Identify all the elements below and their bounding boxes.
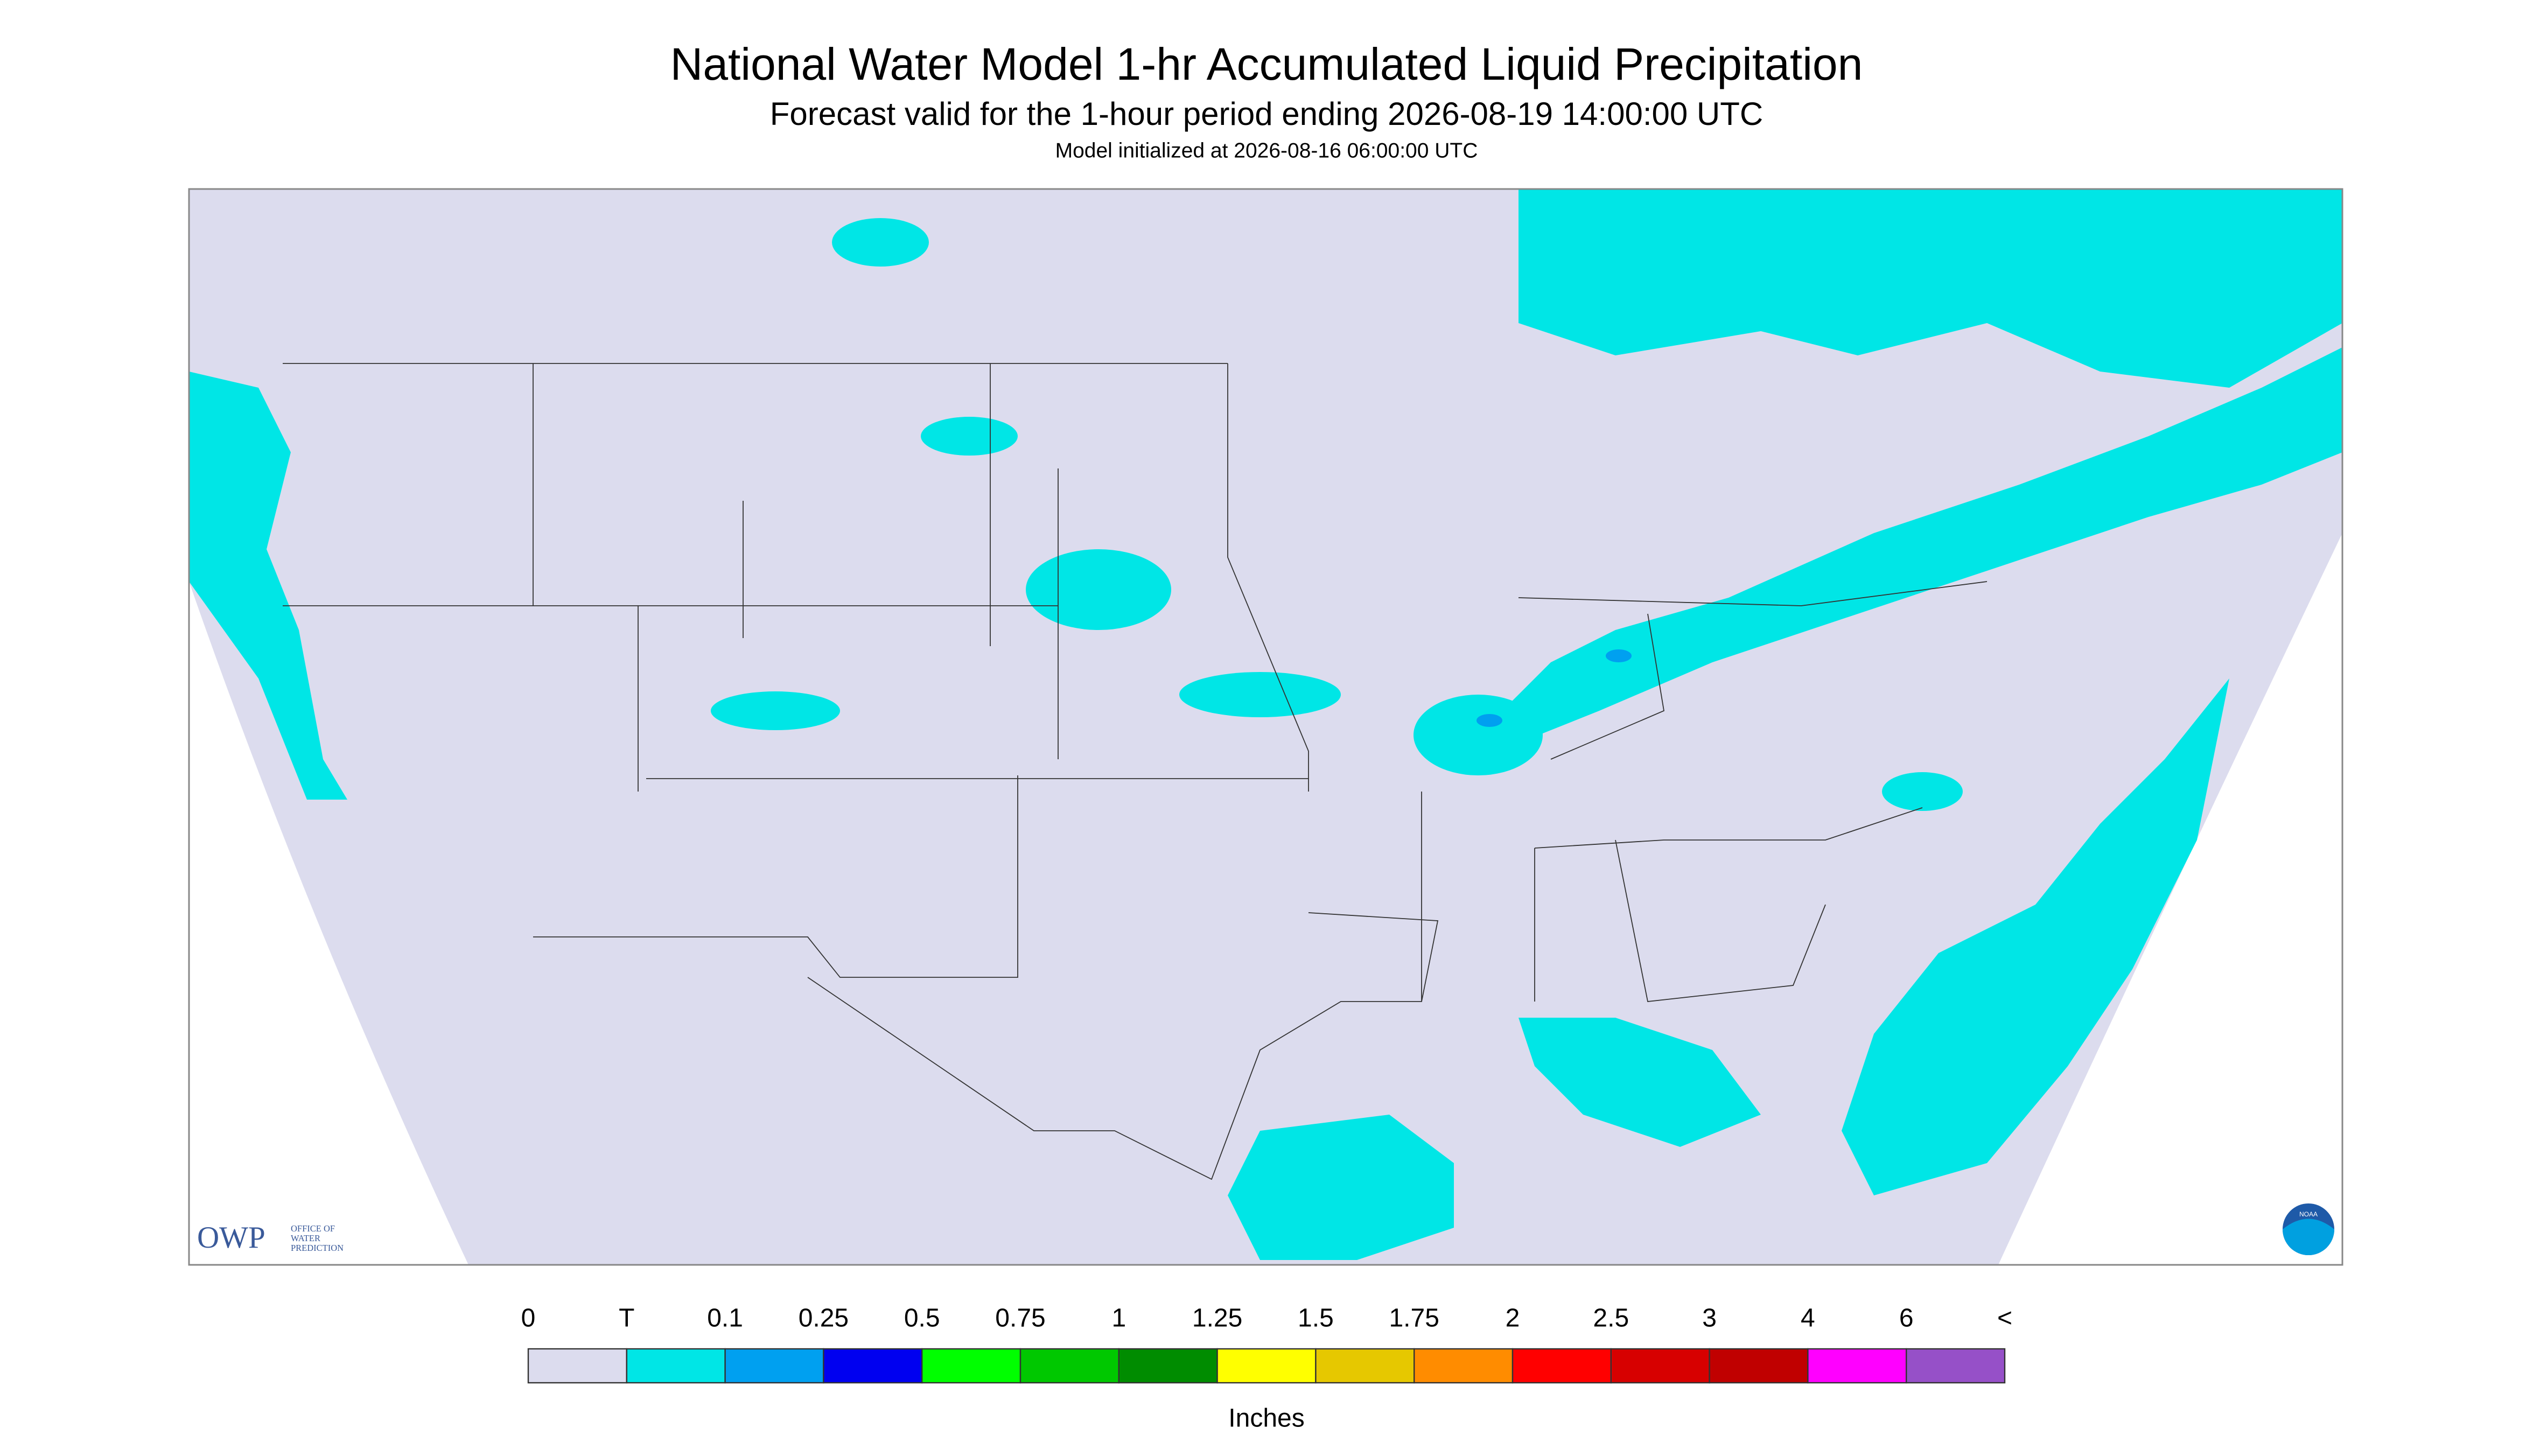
legend-swatch xyxy=(527,1348,628,1384)
legend-label: 2.5 xyxy=(1593,1304,1629,1333)
legend-swatch xyxy=(1216,1348,1317,1384)
legend-swatch xyxy=(1315,1348,1415,1384)
rain-heavy xyxy=(1477,714,1502,727)
legend-unit: Inches xyxy=(1228,1404,1304,1433)
noaa-logo-wave xyxy=(2283,1219,2334,1256)
rain-area xyxy=(1502,347,2342,744)
legend-swatch xyxy=(823,1348,923,1384)
legend-label: 6 xyxy=(1899,1304,1914,1333)
legend-label: < xyxy=(1997,1304,2012,1333)
rain-area xyxy=(1519,189,2342,388)
legend-swatch xyxy=(1118,1348,1218,1384)
title: National Water Model 1-hr Accumulated Li… xyxy=(670,39,1863,89)
legend-swatch xyxy=(1905,1348,2006,1384)
legend-label: 1.5 xyxy=(1298,1304,1334,1333)
state-lines xyxy=(283,363,1988,1180)
legend-swatch xyxy=(921,1348,1021,1384)
model-domain xyxy=(189,189,2342,1265)
legend-swatch xyxy=(1414,1348,1514,1384)
rain-area xyxy=(1228,1115,1454,1261)
legend-swatch xyxy=(1512,1348,1612,1384)
subtitle: Forecast valid for the 1-hour period end… xyxy=(770,96,1763,132)
rain-area xyxy=(921,417,1018,456)
legend-label: 0.1 xyxy=(707,1304,743,1333)
legend-label: 4 xyxy=(1801,1304,1815,1333)
rain-area xyxy=(1026,549,1171,631)
rain-area xyxy=(711,691,840,731)
init-time: Model initialized at 2026-08-16 06:00:00… xyxy=(1055,139,1478,162)
rain-area xyxy=(1414,695,1543,776)
legend-swatch xyxy=(626,1348,726,1384)
legend-label: 1 xyxy=(1111,1304,1126,1333)
rain-area xyxy=(1842,678,2229,1196)
owp-name-line: OFFICE OF xyxy=(291,1223,335,1234)
rain-area xyxy=(832,218,929,267)
legend-label: 1.75 xyxy=(1389,1304,1439,1333)
legend-swatch xyxy=(724,1348,824,1384)
legend-label: 3 xyxy=(1702,1304,1717,1333)
legend-label: 0.5 xyxy=(904,1304,940,1333)
legend-swatch xyxy=(1610,1348,1710,1384)
owp-name-line: PREDICTION xyxy=(291,1243,344,1253)
legend-swatch xyxy=(1019,1348,1120,1384)
legend-label: T xyxy=(619,1304,634,1333)
owp-logo: OWP xyxy=(197,1221,265,1255)
map-frame xyxy=(188,188,2343,1266)
rain-area xyxy=(1882,772,1963,811)
legend-label: 0 xyxy=(521,1304,536,1333)
noaa-text: NOAA xyxy=(2299,1210,2318,1218)
rain-area xyxy=(189,372,347,800)
legend-label: 2 xyxy=(1506,1304,1520,1333)
legend-swatch xyxy=(1807,1348,1907,1384)
legend-label: 1.25 xyxy=(1192,1304,1242,1333)
legend-label: 0.25 xyxy=(799,1304,849,1333)
rain-area xyxy=(1519,1018,1761,1147)
owp-name-line: WATER xyxy=(291,1233,320,1243)
rain-heavy xyxy=(1606,649,1632,663)
rain-area xyxy=(1179,672,1341,718)
legend-label: 0.75 xyxy=(995,1304,1045,1333)
legend-swatch xyxy=(1709,1348,1809,1384)
legend: 0 T 0.1 0.25 0.5 0.75 1 1.25 1.5 1.75 2 2.5 3 4 6 < xyxy=(521,1304,2012,1384)
